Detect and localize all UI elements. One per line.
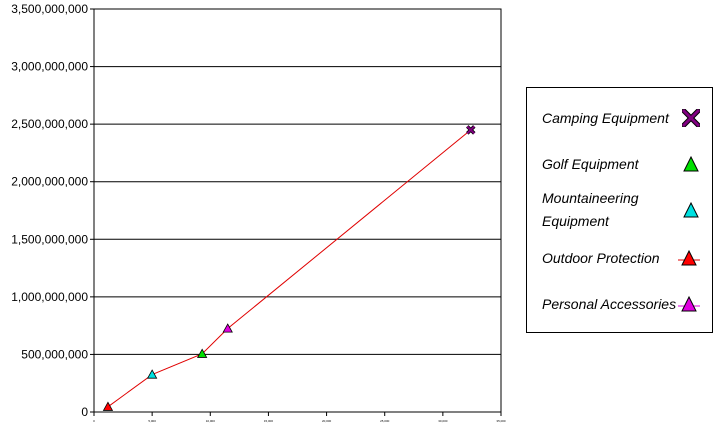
x-tick-label: 5,000 (148, 419, 156, 423)
x-tick-label: 20,000 (322, 419, 332, 423)
legend-item-mountaineering-equipment: Mountaineering Equipment (542, 187, 702, 233)
legend-item-outdoor-protection: Outdoor Protection (542, 246, 702, 270)
legend-label: Outdoor Protection (542, 249, 660, 266)
y-tick-label: 3,500,000,000 (11, 2, 88, 16)
x-tick-label: 10,000 (206, 419, 216, 423)
y-tick-label: 2,000,000,000 (11, 175, 88, 189)
point-personal-accessories (222, 323, 233, 333)
triangle-marker-icon (683, 155, 699, 172)
triangle-marker-icon (678, 295, 700, 312)
y-tick-label: 2,500,000,000 (11, 117, 88, 131)
point-golf-equipment (196, 348, 208, 358)
legend-item-personal-accessories: Personal Accessories (542, 292, 702, 316)
trend-line-path (107, 129, 472, 408)
x-tick-label: 35,000 (496, 419, 506, 423)
y-tick-label: 0 (81, 405, 88, 419)
point-outdoor-protection (102, 401, 114, 411)
y-tick-label: 3,000,000,000 (11, 60, 88, 74)
legend-label: Golf Equipment (542, 155, 639, 172)
triangle-marker-icon (683, 201, 699, 218)
data-points (102, 125, 476, 411)
x-tick-label: 0 (93, 419, 95, 423)
legend-label: Personal Accessories (542, 295, 677, 312)
x-axis: 0 5,000 10,000 15,000 20,000 25,000 30,000 35,0… (93, 412, 506, 423)
x-tick-label: 30,000 (438, 419, 448, 423)
y-tick-label: 1,500,000,000 (11, 232, 88, 246)
trend-line (107, 129, 472, 408)
legend: Camping Equipment Golf Equipment Mountai… (526, 87, 713, 333)
plot-area (93, 8, 502, 413)
triangle-marker-icon (678, 249, 700, 266)
legend-item-camping-equipment: Camping Equipment (542, 106, 702, 130)
gridlines (93, 8, 502, 413)
x-tick-label: 25,000 (380, 419, 390, 423)
point-camping-equipment (466, 125, 476, 135)
chart: 0 500,000,000 1,000,000,000 1,500,000,000 2,… (11, 2, 506, 423)
y-axis: 0 500,000,000 1,000,000,000 1,500,000,000 2,… (11, 2, 94, 419)
y-tick-label: 500,000,000 (21, 347, 88, 361)
legend-label: Camping Equipment (542, 109, 669, 126)
legend-label: Mountaineering Equipment (542, 190, 639, 229)
x-tick-label: 15,000 (264, 419, 274, 423)
point-mountaineering-equipment (146, 369, 158, 379)
x-marker-icon (682, 108, 700, 127)
legend-item-golf-equipment: Golf Equipment (542, 152, 702, 176)
y-tick-label: 1,000,000,000 (11, 290, 88, 304)
